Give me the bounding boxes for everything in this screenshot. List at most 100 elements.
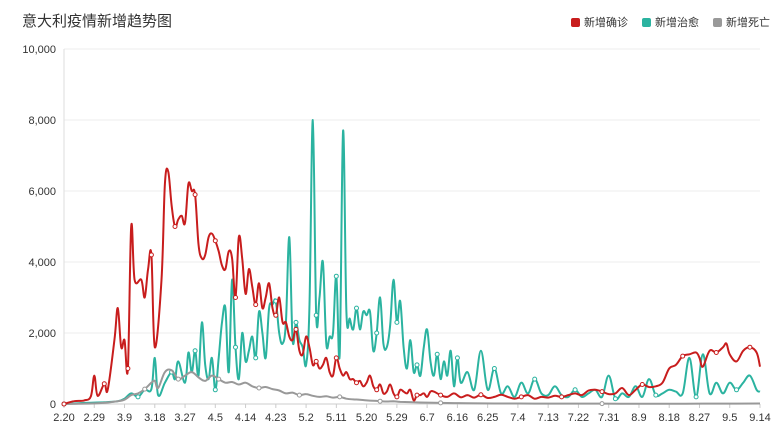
- x-tick-label: 3.27: [174, 412, 195, 424]
- x-tick-label: 2.29: [84, 412, 105, 424]
- data-point-confirmed: [374, 387, 380, 393]
- x-tick-label: 3.18: [144, 412, 165, 424]
- data-point-confirmed: [518, 394, 524, 400]
- x-tick-label: 7.4: [510, 412, 525, 424]
- data-point-confirmed: [747, 344, 753, 350]
- data-point-recovered: [653, 392, 659, 398]
- data-point-deaths: [377, 398, 383, 404]
- data-point-confirmed: [333, 355, 339, 361]
- data-point-confirmed: [253, 302, 259, 308]
- data-point-confirmed: [639, 382, 645, 387]
- legend-label-recovered: 新增治愈: [655, 17, 699, 29]
- data-point-confirmed: [713, 350, 719, 355]
- data-point-confirmed: [394, 394, 400, 400]
- x-tick-label: 9.14: [749, 412, 770, 424]
- data-point-confirmed: [414, 392, 420, 398]
- data-point-deaths: [175, 376, 181, 382]
- x-tick-label: 4.14: [235, 412, 256, 424]
- data-point-confirmed: [599, 389, 605, 395]
- legend-item-recovered[interactable]: 新增治愈: [642, 14, 699, 30]
- x-tick-label: 3.9: [117, 412, 132, 424]
- data-point-recovered: [414, 362, 420, 368]
- data-point-confirmed: [125, 366, 131, 371]
- x-tick-label: 6.7: [419, 412, 434, 424]
- x-tick-label: 5.2: [298, 412, 313, 424]
- data-point-confirmed: [148, 252, 154, 258]
- data-point-recovered: [434, 351, 440, 357]
- x-tick-label: 5.29: [386, 412, 407, 424]
- x-tick-label: 4.23: [265, 412, 286, 424]
- x-tick-label: 6.16: [447, 412, 468, 424]
- data-point-recovered: [333, 273, 339, 279]
- data-point-confirmed: [313, 358, 319, 364]
- y-tick-label: 0: [50, 399, 56, 411]
- data-point-recovered: [612, 396, 618, 402]
- data-point-deaths: [438, 400, 444, 406]
- data-point-confirmed: [61, 401, 67, 407]
- data-point-confirmed: [212, 238, 218, 244]
- chart-title: 意大利疫情新增趋势图: [22, 13, 173, 30]
- data-point-recovered: [233, 344, 238, 350]
- data-point-recovered: [693, 394, 699, 400]
- data-point-recovered: [354, 305, 359, 311]
- legend-swatch-recovered: [642, 17, 651, 27]
- legend: 新增确诊 新增治愈 新增死亡: [571, 14, 770, 30]
- data-point-confirmed: [478, 392, 484, 398]
- data-point-confirmed: [192, 192, 198, 198]
- data-point-recovered: [192, 348, 198, 354]
- data-point-recovered: [135, 394, 141, 400]
- data-point-recovered: [394, 319, 400, 325]
- data-point-confirmed: [172, 224, 178, 229]
- data-point-confirmed: [559, 394, 565, 400]
- legend-swatch-confirmed: [571, 17, 580, 27]
- x-tick-label: 7.13: [537, 412, 558, 424]
- data-point-recovered: [734, 387, 739, 393]
- x-tick-label: 4.5: [208, 412, 223, 424]
- data-point-recovered: [572, 387, 578, 393]
- data-point-confirmed: [354, 380, 359, 386]
- data-point-recovered: [532, 376, 538, 382]
- legend-label-confirmed: 新增确诊: [584, 17, 628, 29]
- data-point-recovered: [293, 319, 299, 325]
- legend-item-confirmed[interactable]: 新增确诊: [571, 14, 628, 30]
- data-point-deaths: [296, 392, 302, 398]
- x-tick-label: 8.27: [689, 412, 710, 424]
- data-point-deaths: [216, 376, 222, 382]
- data-point-deaths: [142, 386, 148, 392]
- series-line-deaths: [63, 368, 761, 405]
- data-point-deaths: [337, 394, 343, 400]
- x-tick-label: 5.11: [326, 412, 347, 424]
- data-point-recovered: [253, 355, 259, 361]
- data-point-recovered: [313, 312, 319, 318]
- y-tick-label: 2,000: [28, 328, 56, 340]
- legend-label-deaths: 新增死亡: [726, 17, 770, 29]
- x-tick-label: 6.25: [477, 412, 498, 424]
- data-point-confirmed: [101, 381, 107, 387]
- x-tick-label: 8.18: [659, 412, 680, 424]
- data-point-recovered: [212, 387, 218, 393]
- y-tick-label: 10,000: [22, 44, 56, 56]
- y-tick-label: 6,000: [28, 186, 56, 198]
- data-point-recovered: [454, 355, 460, 361]
- x-tick-label: 7.31: [598, 412, 619, 424]
- data-point-confirmed: [233, 295, 238, 300]
- data-point-recovered: [491, 366, 497, 371]
- x-tick-label: 8.9: [631, 412, 646, 424]
- data-point-confirmed: [680, 353, 686, 359]
- legend-swatch-deaths: [713, 17, 722, 27]
- x-tick-label: 7.22: [568, 412, 589, 424]
- x-tick-label: 5.20: [356, 412, 377, 424]
- series-line-recovered: [63, 118, 761, 405]
- data-point-recovered: [374, 330, 380, 336]
- x-tick-label: 9.5: [722, 412, 737, 424]
- data-point-confirmed: [293, 326, 299, 332]
- legend-item-deaths[interactable]: 新增死亡: [713, 14, 770, 30]
- data-point-confirmed: [273, 312, 279, 318]
- data-point-confirmed: [438, 392, 444, 398]
- data-point-deaths: [256, 385, 262, 391]
- x-tick-label: 2.20: [53, 412, 74, 424]
- y-tick-label: 8,000: [28, 115, 56, 127]
- y-tick-label: 4,000: [28, 257, 56, 269]
